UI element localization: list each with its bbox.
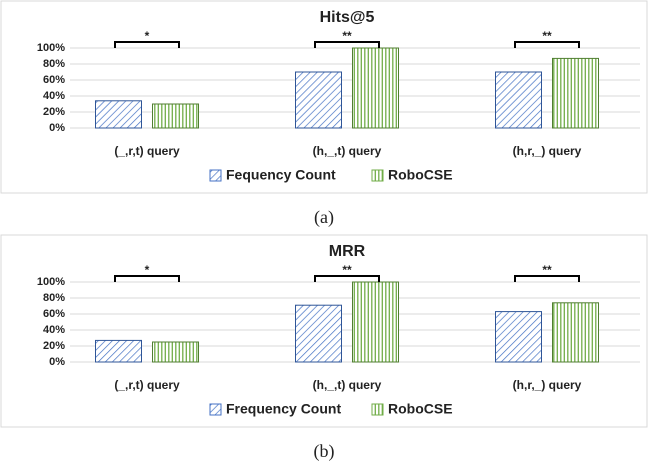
- bar: [152, 341, 199, 363]
- x-tick-label: (h,r,_) query: [513, 144, 582, 158]
- y-tick-label: 60%: [43, 74, 65, 86]
- bar: [152, 103, 199, 129]
- y-tick-label: 0%: [49, 356, 65, 368]
- significance-label: **: [342, 29, 352, 43]
- chart-frame: [0, 234, 648, 428]
- significance-label: *: [145, 263, 150, 277]
- y-tick-label: 20%: [43, 340, 65, 352]
- significance-bracket: [314, 275, 380, 282]
- significance-bracket: [114, 41, 180, 48]
- significance-bracket: [514, 41, 580, 48]
- significance-label: **: [542, 29, 552, 43]
- bar: [495, 71, 542, 129]
- bar: [552, 302, 599, 363]
- significance-bracket: [514, 275, 580, 282]
- legend-swatch: [371, 403, 384, 416]
- significance-bracket: [114, 275, 180, 282]
- legend-label: RoboCSE: [388, 401, 453, 417]
- legend-label: RoboCSE: [388, 167, 453, 183]
- y-tick-label: 100%: [37, 276, 65, 288]
- significance-label: **: [542, 263, 552, 277]
- bar: [352, 281, 399, 363]
- bar: [95, 339, 142, 363]
- y-tick-label: 0%: [49, 122, 65, 134]
- caption: (a): [314, 207, 334, 228]
- bar: [95, 100, 142, 129]
- chart-title: Hits@5: [320, 9, 375, 26]
- bar: [495, 311, 542, 363]
- bar: [295, 304, 342, 363]
- y-tick-label: 40%: [43, 90, 65, 102]
- legend-swatch: [209, 403, 222, 416]
- legend-swatch: [371, 169, 384, 182]
- y-tick-label: 20%: [43, 106, 65, 118]
- bar: [552, 57, 599, 129]
- legend-label: Frequency Count: [226, 401, 341, 417]
- y-tick-label: 80%: [43, 292, 65, 304]
- significance-label: *: [145, 29, 150, 43]
- chart-frame: [0, 0, 648, 194]
- significance-label: **: [342, 263, 352, 277]
- x-tick-label: (h,_,t) query: [313, 378, 382, 392]
- legend-swatch: [209, 169, 222, 182]
- x-tick-label: (_,r,t) query: [114, 378, 180, 392]
- bar: [295, 71, 342, 129]
- bar: [352, 47, 399, 129]
- y-tick-label: 60%: [43, 308, 65, 320]
- y-tick-label: 100%: [37, 42, 65, 54]
- y-tick-label: 80%: [43, 58, 65, 70]
- caption: (b): [314, 441, 335, 462]
- y-tick-label: 40%: [43, 324, 65, 336]
- x-tick-label: (h,_,t) query: [313, 144, 382, 158]
- chart-title: MRR: [329, 243, 366, 260]
- legend-label: Fequency Count: [226, 167, 336, 183]
- significance-bracket: [314, 41, 380, 48]
- x-tick-label: (_,r,t) query: [114, 144, 180, 158]
- x-tick-label: (h,r,_) query: [513, 378, 582, 392]
